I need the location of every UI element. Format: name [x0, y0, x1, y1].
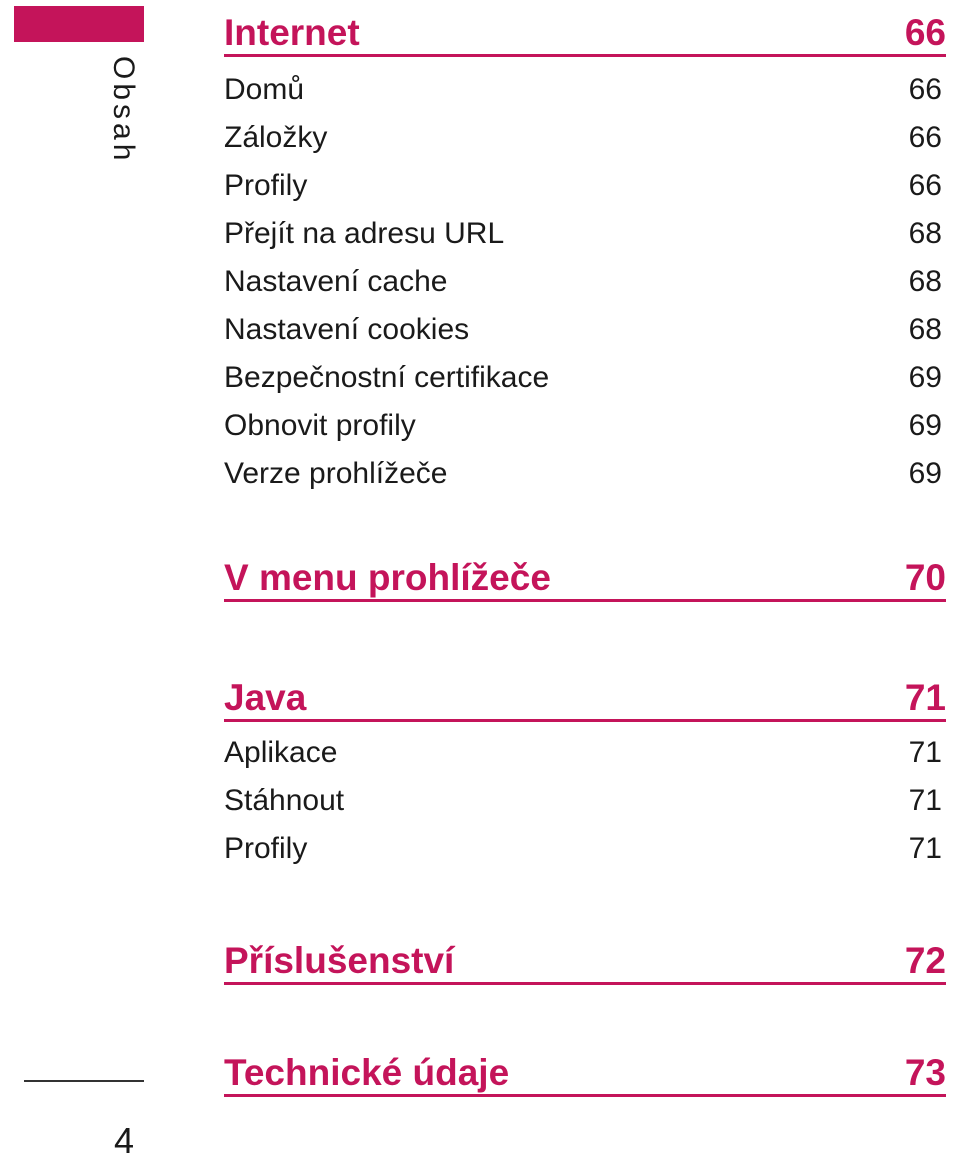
toc-entry-label: Domů	[224, 73, 305, 106]
toc-entry-page: 68	[908, 313, 942, 346]
toc-section-page: 71	[904, 677, 946, 718]
toc-entry-page: 68	[908, 217, 942, 250]
toc-entry-label: Nastavení cache	[224, 265, 448, 298]
side-section-label: Obsah	[107, 56, 148, 166]
toc-entry-page: 66	[908, 169, 942, 202]
toc-entry-page: 68	[908, 265, 942, 298]
toc-entry-label: Obnovit profily	[224, 409, 416, 442]
toc-entry[interactable]: Nastavení cookies 68	[224, 310, 942, 350]
toc-entry-label: Verze prohlížeče	[224, 457, 448, 490]
toc-entry-label: Stáhnout	[224, 784, 345, 817]
toc-section-title: V menu prohlížeče	[224, 557, 551, 598]
toc-entry-page: 66	[908, 73, 942, 106]
toc-section-title: Internet	[224, 12, 360, 53]
toc-entry[interactable]: Bezpečnostní certifikace 69	[224, 358, 942, 398]
toc-entry[interactable]: Přejít na adresu URL 68	[224, 214, 942, 254]
toc-section-title: Java	[224, 677, 307, 718]
toc-entry[interactable]: Nastavení cache 68	[224, 262, 942, 302]
toc-entry-page: 69	[908, 409, 942, 442]
toc-entry[interactable]: Domů 66	[224, 70, 942, 110]
toc-entry[interactable]: Profily 71	[224, 829, 942, 869]
toc-section-page: 66	[904, 12, 946, 53]
toc-entry[interactable]: Stáhnout 71	[224, 781, 942, 821]
toc-entry-label: Profily	[224, 832, 308, 865]
toc-section-heading[interactable]: Technické údaje 73	[224, 1042, 946, 1097]
toc-entry-label: Profily	[224, 169, 308, 202]
toc-entry-label: Přejít na adresu URL	[224, 217, 505, 250]
side-section-label-text: Obsah	[107, 56, 140, 165]
toc-entry-page: 69	[908, 361, 942, 394]
toc-section-heading[interactable]: Příslušenství 72	[224, 930, 946, 985]
footer-rule	[24, 1080, 144, 1082]
toc-entry-label: Aplikace	[224, 736, 338, 769]
toc-entry-page: 71	[908, 784, 942, 817]
toc-entry-page: 69	[908, 457, 942, 490]
toc-section-page: 73	[904, 1052, 946, 1093]
toc-section-title: Technické údaje	[224, 1052, 510, 1093]
toc-entry-page: 71	[908, 832, 942, 865]
toc-section-heading[interactable]: Java 71	[224, 667, 946, 722]
toc-entry[interactable]: Obnovit profily 69	[224, 406, 942, 446]
toc-entry-label: Záložky	[224, 121, 328, 154]
toc-section-page: 70	[904, 557, 946, 598]
toc-section-heading[interactable]: V menu prohlížeče 70	[224, 547, 946, 602]
toc-entry-label: Nastavení cookies	[224, 313, 470, 346]
toc-section-heading[interactable]: Internet 66	[224, 2, 946, 57]
section-tab-marker	[14, 6, 144, 42]
page-number: 4	[114, 1120, 135, 1161]
toc-entry-label: Bezpečnostní certifikace	[224, 361, 550, 394]
toc-section-title: Příslušenství	[224, 940, 455, 981]
toc-entry-page: 66	[908, 121, 942, 154]
toc-entry-page: 71	[908, 736, 942, 769]
toc-entry[interactable]: Aplikace 71	[224, 733, 942, 773]
toc-entry[interactable]: Profily 66	[224, 166, 942, 206]
toc-entry[interactable]: Verze prohlížeče 69	[224, 454, 942, 494]
toc-section-page: 72	[904, 940, 946, 981]
toc-entry[interactable]: Záložky 66	[224, 118, 942, 158]
